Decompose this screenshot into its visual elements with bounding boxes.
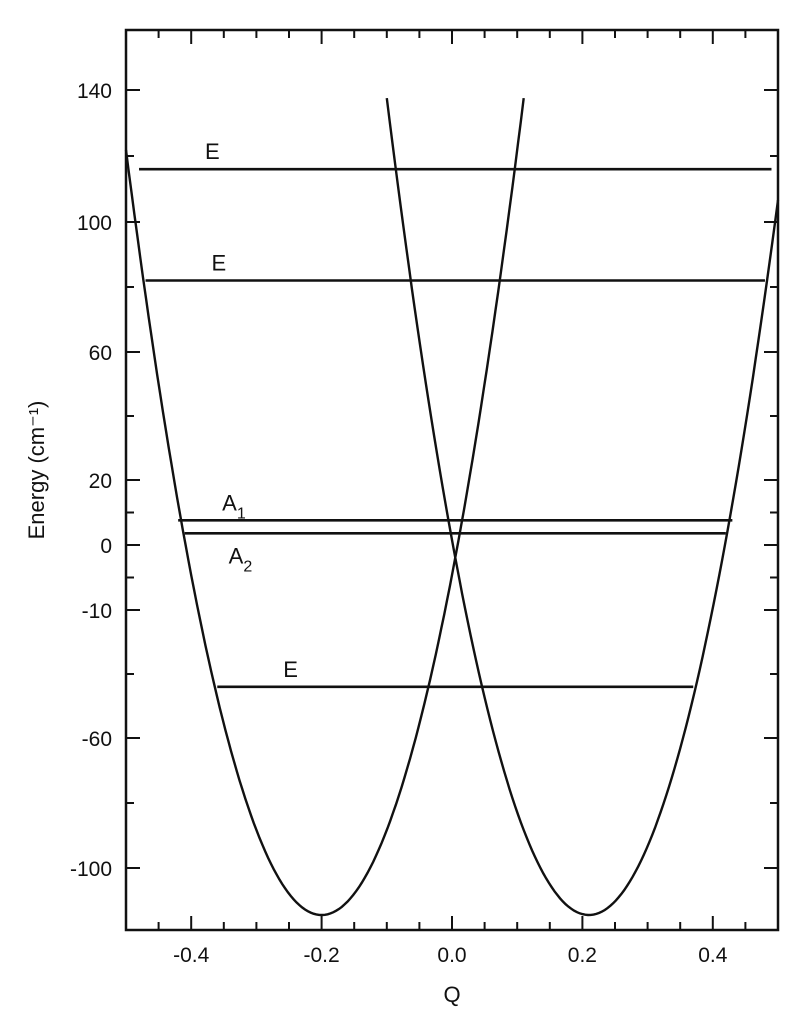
x-tick-label: 0.4 <box>698 944 728 967</box>
energy-levels: E E A1 A2 E <box>139 139 772 689</box>
potential-curve-1 <box>124 97 525 917</box>
potential-curves <box>124 97 780 917</box>
y-tick-label: -60 <box>82 728 112 751</box>
potential-curve-2 <box>385 97 780 917</box>
x-axis-title: Q <box>443 982 460 1007</box>
y-axis-title: Energy (cm⁻¹) <box>24 401 49 540</box>
x-tick-label: -0.2 <box>304 944 340 967</box>
y-tick-label: 0 <box>100 535 112 558</box>
x-tick-label: -0.4 <box>173 944 210 967</box>
y-tick-label: 100 <box>77 212 112 235</box>
y-tick-label: 20 <box>89 470 112 493</box>
x-axis-ticks: -0.4 -0.2 0.0 0.2 0.4 <box>157 30 747 967</box>
y-tick-label: 60 <box>89 342 112 365</box>
y-axis-ticks: 140 100 60 20 0 -10 -60 -100 <box>70 80 778 881</box>
y-tick-label: -100 <box>70 858 112 881</box>
energy-level-label-4: A2 <box>229 543 253 575</box>
x-tick-label: 0.2 <box>568 944 597 967</box>
energy-level-label-5: E <box>283 657 298 682</box>
y-tick-label: 140 <box>77 80 112 103</box>
y-tick-label: -10 <box>82 600 112 623</box>
energy-level-label-1: E <box>205 139 220 164</box>
energy-level-label-2: E <box>212 251 227 276</box>
plot-frame <box>124 28 780 932</box>
x-tick-label: 0.0 <box>437 944 466 967</box>
energy-level-label-3: A1 <box>222 490 246 522</box>
